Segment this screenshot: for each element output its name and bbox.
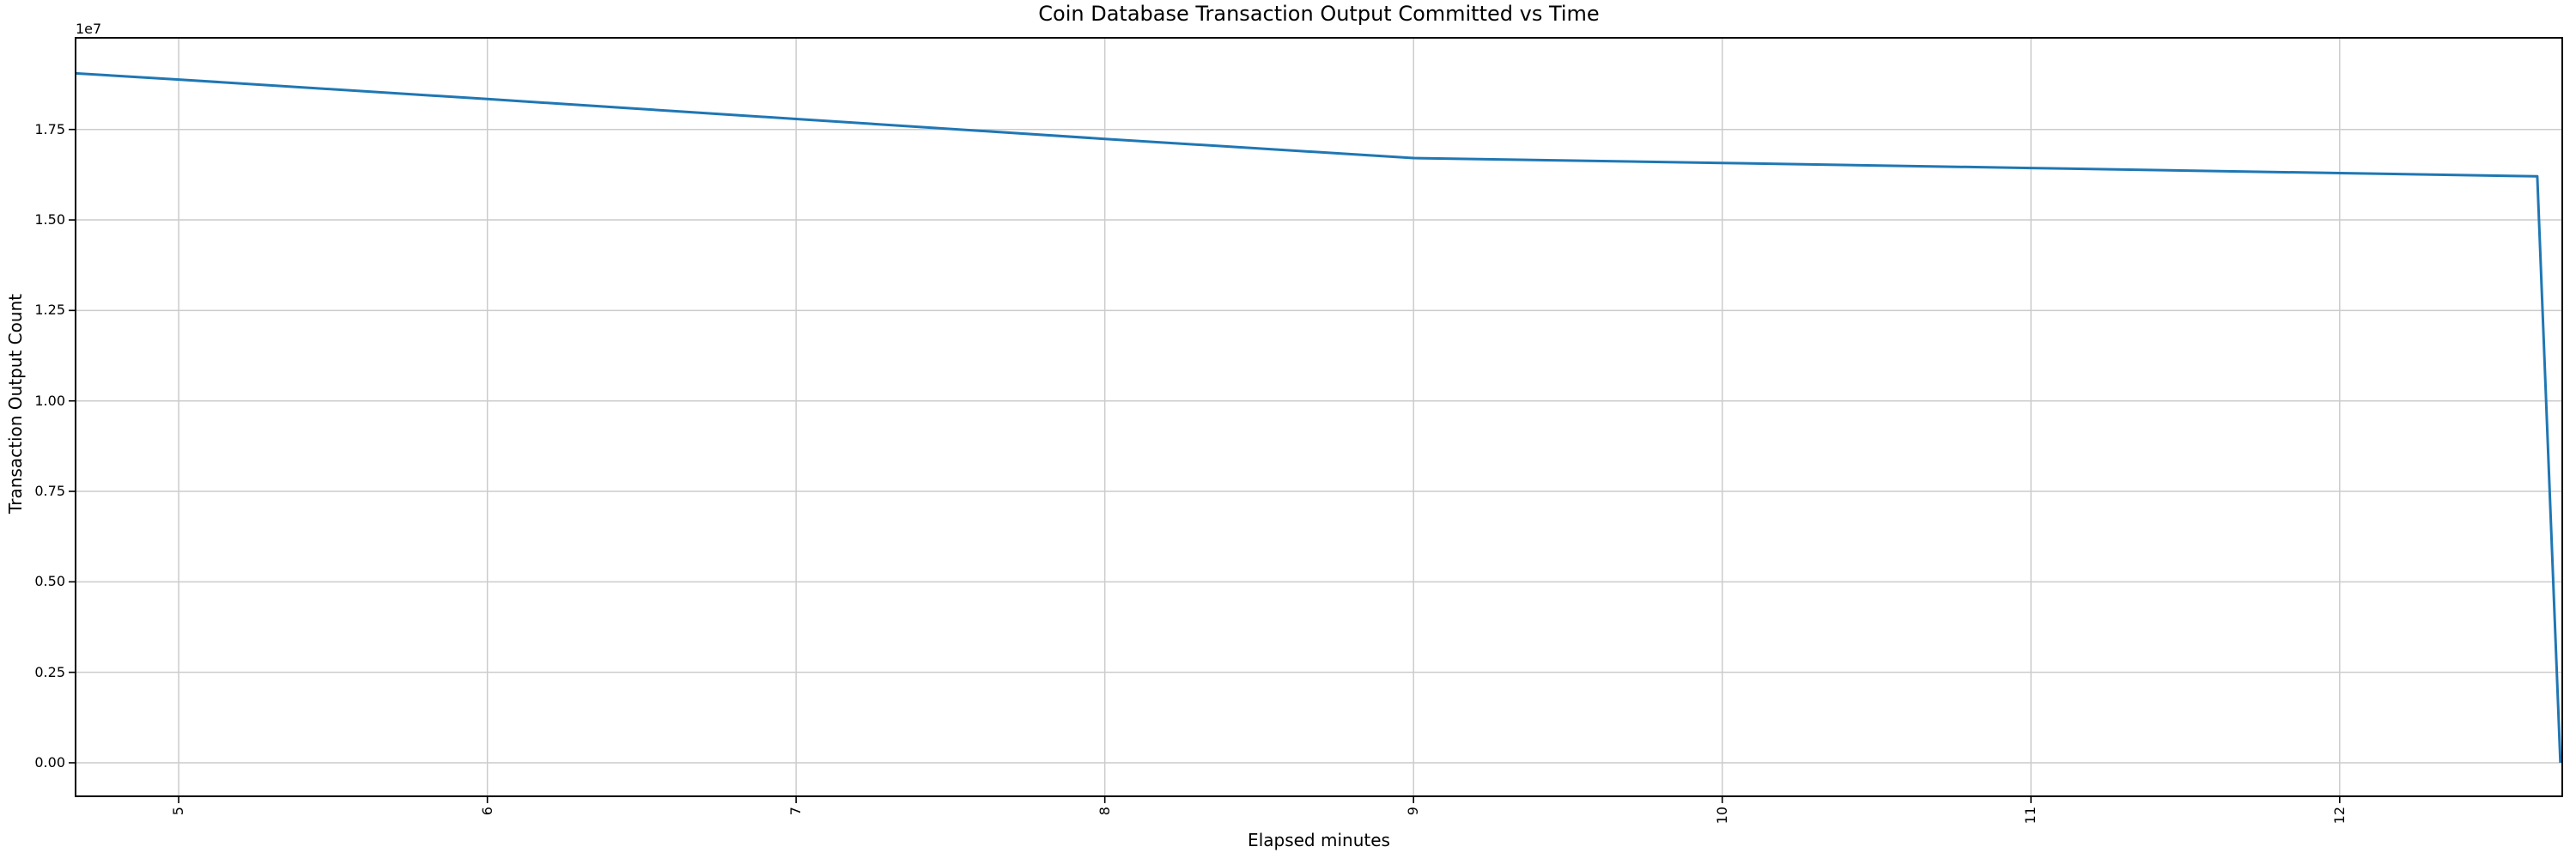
axes-spines: [75, 37, 2563, 797]
y-tick-label: 1.00: [34, 392, 65, 409]
x-tick-label: 9: [1405, 807, 1422, 816]
chart-title: Coin Database Transaction Output Committ…: [1038, 2, 1600, 26]
x-tick-label: 8: [1096, 807, 1113, 816]
y-axis-offset-label: 1e7: [76, 21, 102, 37]
y-tick-label: 0.25: [34, 663, 65, 680]
x-axis-label: Elapsed minutes: [1248, 830, 1390, 850]
y-tick-label: 0.75: [34, 483, 65, 499]
x-tick-label: 11: [2022, 807, 2039, 825]
x-tick-label: 6: [478, 807, 495, 816]
y-tick-label: 0.00: [34, 753, 65, 771]
y-tick-label: 0.50: [34, 573, 65, 590]
y-tick-label: 1.50: [34, 211, 65, 228]
x-tick-label: 5: [170, 807, 187, 816]
y-tick-label: 1.75: [34, 120, 65, 137]
data-line: [75, 71, 2562, 764]
x-tick-label: 7: [787, 807, 805, 816]
y-axis-label: Transaction Output Count: [5, 294, 26, 514]
y-tick-label: 1.25: [34, 302, 65, 319]
x-tick-label: 10: [1713, 807, 1730, 825]
x-tick-label: 12: [2330, 807, 2348, 825]
